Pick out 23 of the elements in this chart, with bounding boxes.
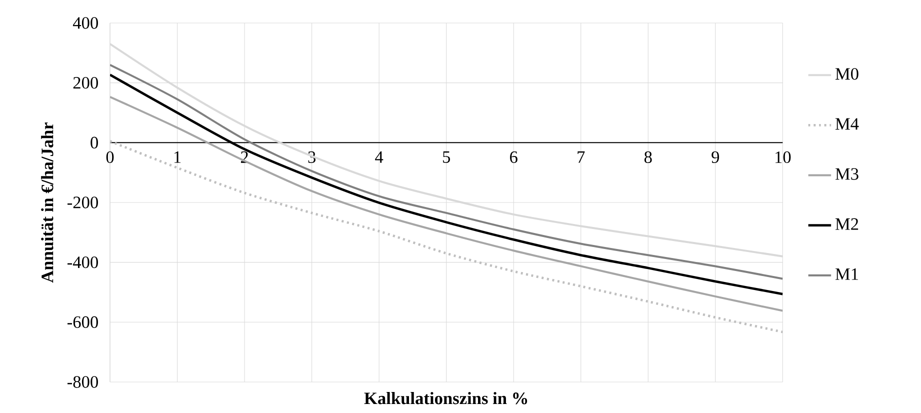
x-tick-label: 4 xyxy=(375,151,384,163)
x-axis-title: Kalkulationszins in % xyxy=(364,392,528,404)
y-tick-label: -800 xyxy=(68,376,98,388)
y-tick-label: 0 xyxy=(90,136,98,148)
x-tick-label: 0 xyxy=(106,151,114,164)
y-axis-title: Annuität in €/ha/Jahr xyxy=(41,122,54,283)
y-tick-label: -400 xyxy=(68,256,98,268)
x-tick-label: 8 xyxy=(644,151,652,164)
x-tick-label: 6 xyxy=(510,151,518,164)
legend-label: M1 xyxy=(835,268,858,280)
y-tick-label: 200 xyxy=(73,76,98,89)
y-tick-label: -600 xyxy=(68,316,98,328)
x-tick-label: 9 xyxy=(712,151,720,164)
x-tick-label: 10 xyxy=(776,151,791,164)
x-tick-label: 7 xyxy=(578,151,585,163)
legend-label: M0 xyxy=(835,68,858,80)
y-tick-label: -200 xyxy=(68,196,98,208)
legend-label: M2 xyxy=(835,218,858,230)
legend-label: M3 xyxy=(835,168,858,180)
y-tick-label: 400 xyxy=(72,17,98,29)
x-tick-label: 5 xyxy=(443,151,450,163)
legend-label: M4 xyxy=(835,118,859,130)
x-tick-label: 1 xyxy=(174,151,181,163)
